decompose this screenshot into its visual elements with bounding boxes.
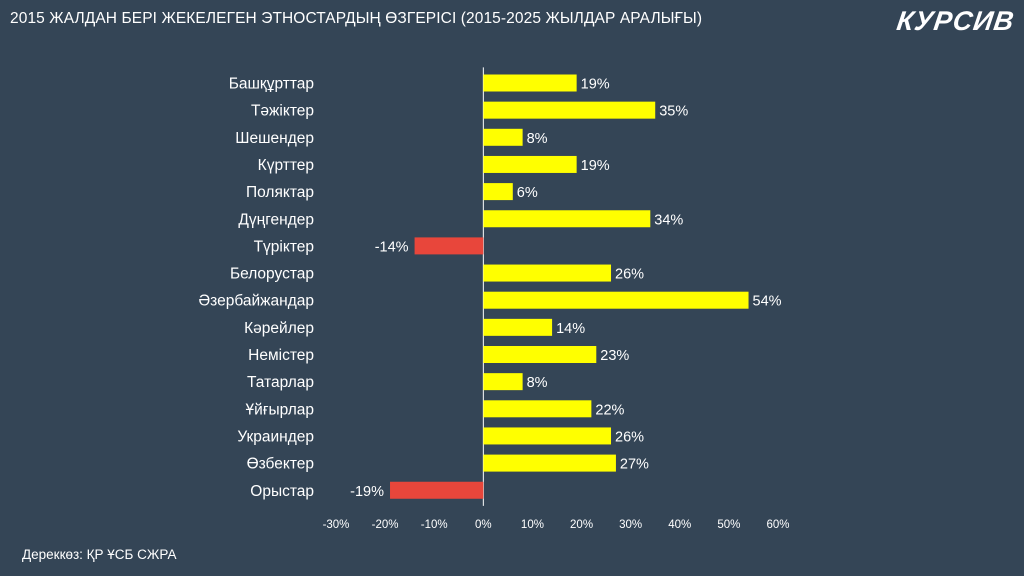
data-label: 6% [517, 185, 538, 201]
x-tick-label: -20% [372, 519, 399, 531]
data-label: 26% [615, 429, 644, 445]
x-tick-label: 30% [619, 519, 642, 531]
category-label: Башқұрттар [229, 76, 314, 93]
x-tick-label: 20% [570, 519, 593, 531]
bar [414, 237, 484, 255]
category-label: Түріктер [254, 238, 314, 255]
category-label: Ұйғырлар [246, 401, 314, 418]
category-label: Дүңгендер [238, 211, 314, 228]
category-label: Белорустар [230, 266, 314, 283]
data-label: 35% [659, 104, 688, 120]
bar [483, 318, 553, 336]
category-label: Күрттер [258, 157, 314, 174]
x-tick-label: 50% [717, 519, 740, 531]
source-note: Дереккөз: ҚР ҰСБ СЖРА [22, 547, 177, 562]
x-tick-label: 10% [521, 519, 544, 531]
category-label: Поляктар [246, 184, 314, 201]
bar [483, 264, 612, 282]
category-label: Татарлар [247, 374, 314, 391]
bar [483, 210, 651, 228]
x-tick-label: 40% [668, 519, 691, 531]
data-label: -14% [375, 239, 409, 255]
category-label: Немістер [248, 347, 314, 364]
category-label: Өзбектер [247, 456, 314, 473]
data-label: 27% [620, 457, 649, 473]
bar [483, 291, 749, 309]
bar [483, 183, 513, 201]
category-label: Әзербайжандар [199, 293, 314, 310]
data-label: 19% [581, 158, 610, 174]
bar [483, 400, 592, 418]
data-label: 8% [527, 375, 548, 391]
chart-title: 2015 ЖАЛДАН БЕРІ ЖЕКЕЛЕГЕН ЭТНОСТАРДЫҢ Ө… [10, 10, 703, 27]
bar [483, 373, 523, 391]
category-label: Украиндер [237, 428, 314, 445]
category-label: Шешендер [235, 130, 314, 147]
data-label: -19% [350, 484, 384, 500]
x-tick-label: 60% [766, 519, 789, 531]
data-label: 8% [527, 131, 548, 147]
category-label: Кәрейлер [244, 320, 314, 337]
bar [390, 481, 484, 499]
data-label: 34% [654, 212, 683, 228]
data-label: 26% [615, 267, 644, 283]
x-tick-label: 0% [475, 519, 492, 531]
bar [483, 155, 577, 173]
category-label: Орыстар [250, 483, 314, 500]
bar [483, 427, 612, 445]
data-label: 19% [581, 77, 610, 93]
data-label: 54% [753, 294, 782, 310]
bar [483, 346, 597, 363]
bar [483, 74, 577, 92]
x-tick-label: -10% [421, 519, 448, 531]
bar [483, 128, 523, 146]
x-tick-label: -30% [323, 519, 350, 531]
bar [483, 101, 656, 119]
data-label: 22% [595, 402, 624, 418]
category-label: Тәжіктер [251, 103, 314, 120]
data-label: 23% [600, 348, 629, 364]
data-label: 14% [556, 321, 585, 337]
bar [483, 454, 616, 472]
